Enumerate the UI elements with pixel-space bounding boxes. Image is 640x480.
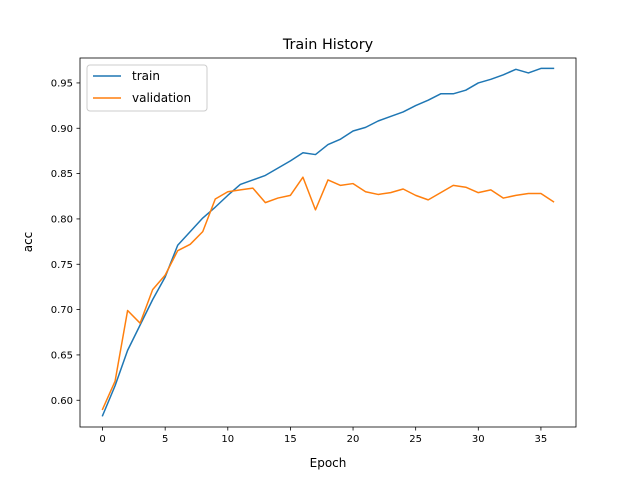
y-tick-label: 0.95 (51, 79, 73, 90)
x-axis-label: Epoch (310, 456, 347, 470)
y-tick-label: 0.60 (51, 396, 73, 407)
series-line-validation (101, 176, 555, 411)
chart-title: Train History (282, 37, 374, 53)
x-tick-label: 0 (99, 434, 105, 445)
y-tick-label: 0.70 (51, 305, 73, 316)
y-tick-label: 0.85 (51, 169, 73, 180)
x-tick-label: 20 (347, 434, 360, 445)
legend-label-train: train (132, 69, 160, 83)
y-tick-label: 0.80 (51, 215, 73, 226)
legend: train validation (86, 64, 208, 112)
x-tick-label: 35 (535, 434, 548, 445)
x-tick-label: 25 (409, 434, 422, 445)
axes-frame (79, 57, 577, 428)
plot-area: 0 5 10 15 20 25 30 35 0.60 0.65 0.70 0.75 0.80 0.85 0.… (51, 57, 577, 445)
y-tick-label: 0.90 (51, 124, 73, 135)
x-tick-label: 30 (472, 434, 485, 445)
y-tick-label: 0.75 (51, 260, 73, 271)
series-line-train (101, 67, 555, 417)
x-tick-label: 5 (162, 434, 168, 445)
y-axis-label: acc (21, 232, 35, 253)
x-tick-label: 15 (284, 434, 297, 445)
legend-label-validation: validation (132, 91, 191, 105)
x-tick-label: 10 (221, 434, 234, 445)
y-tick-label: 0.65 (51, 351, 73, 362)
